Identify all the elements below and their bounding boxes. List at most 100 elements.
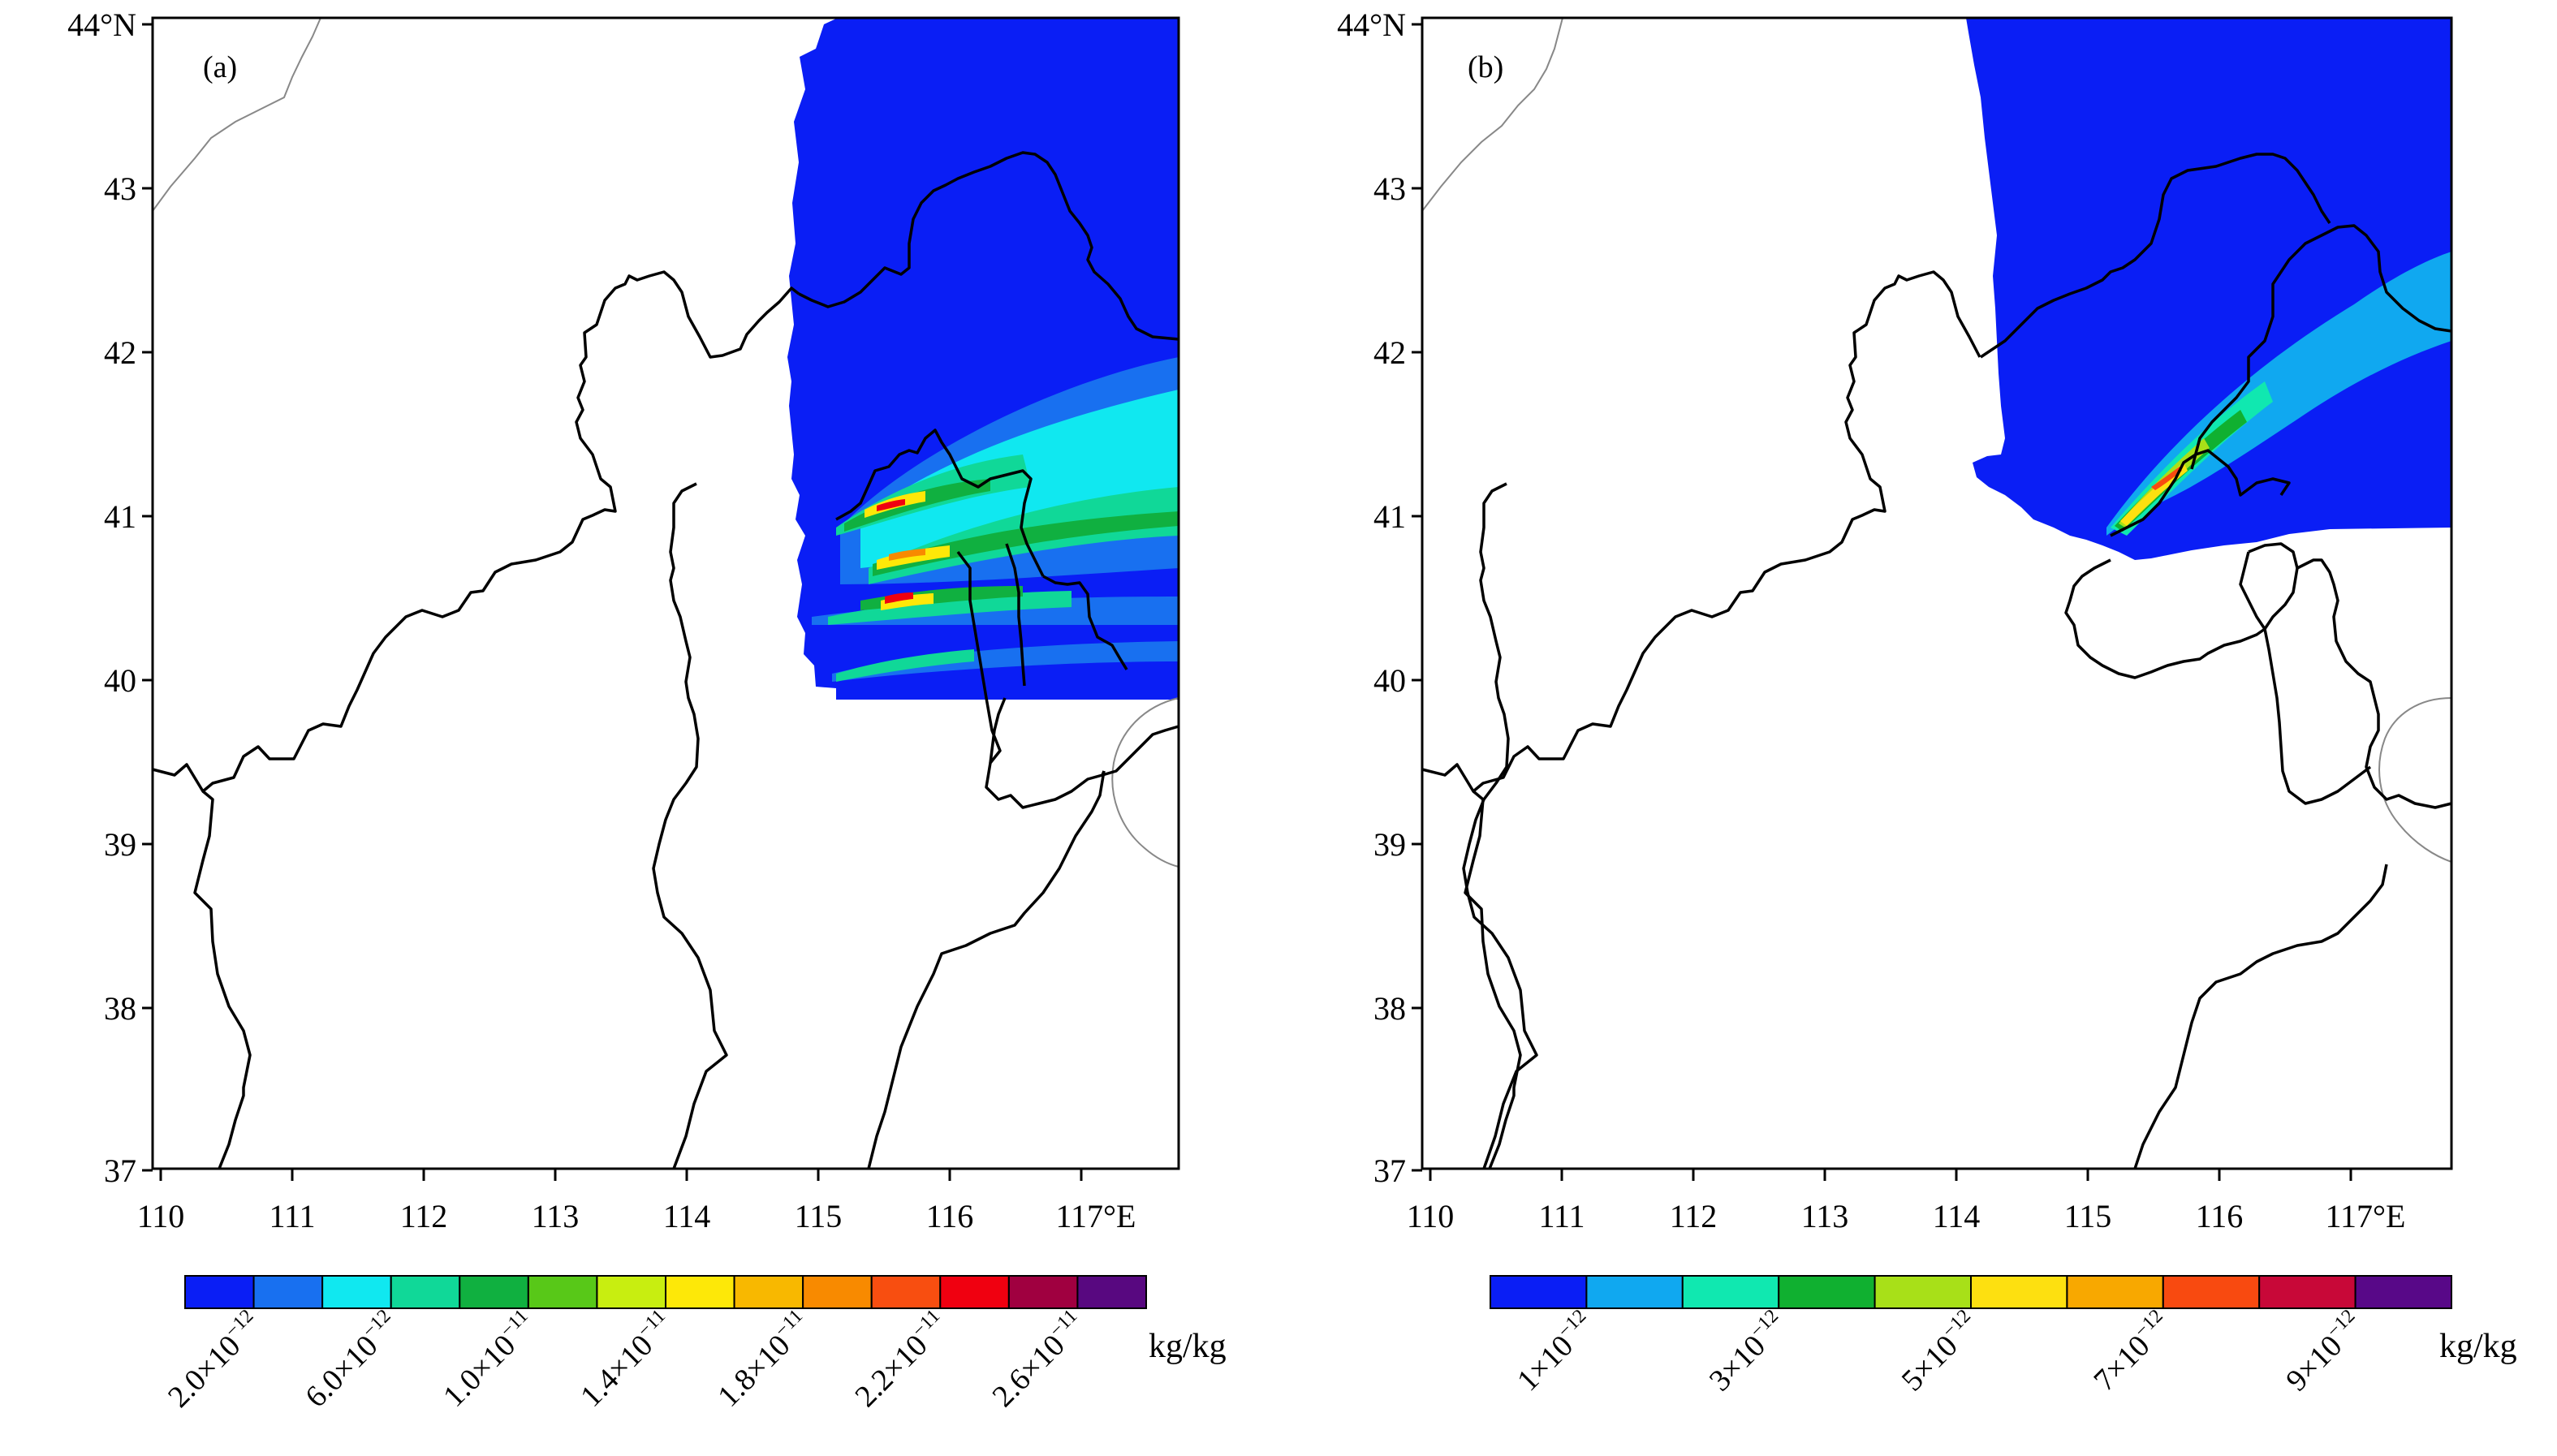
colorbar-swatch: [2258, 1275, 2356, 1309]
plume-band-lightblue-3: [832, 641, 1179, 682]
colorbar-label: 2.0×10−12: [160, 1306, 269, 1415]
lon-tick-label: 115: [795, 1198, 843, 1234]
lat-axis-b: 44°N 43 42 41 40 39 38 37: [1337, 6, 1422, 1189]
colorbar-swatch: [665, 1275, 735, 1309]
plume-blue-region-b: [1966, 18, 2451, 560]
border-b-tianjin: [2239, 551, 2266, 630]
colorbar-swatch: [2354, 1275, 2453, 1309]
border-a-beijing-1: [835, 429, 1045, 577]
colorbar-swatch: [1778, 1275, 1876, 1309]
lon-tick-label: 113: [532, 1198, 580, 1234]
panel-b: 44°N 43 42 41 40 39 38 37 110 111 112 11…: [1337, 6, 2517, 1398]
lat-axis-a: 44°N 43 42 41 40 39 38 37: [67, 6, 153, 1189]
colorbar-swatch: [1970, 1275, 2068, 1309]
border-b-west-outline: [1421, 270, 1981, 793]
lat-tick-label: 39: [104, 826, 136, 863]
border-b-west-lower: [1464, 790, 1522, 1170]
colorbar-swatch: [733, 1275, 804, 1309]
province-borders-b: [1421, 153, 2452, 1170]
panel-a: 44°N 43 42 41 40 39 38 37 110 111 112 11…: [67, 6, 1227, 1415]
colorbar-swatch: [1874, 1275, 1973, 1309]
colorbar-label: 1.0×10−11: [435, 1306, 543, 1414]
colorbar-label: 1×10−12: [1509, 1306, 1602, 1398]
colorbar-label: 1.4×10−11: [572, 1306, 680, 1414]
plume-band-green-1: [844, 479, 990, 532]
border-a-west-outline: [152, 270, 800, 793]
lat-tick-label: 44°N: [1337, 6, 1406, 43]
lat-tick-label: 38: [1373, 990, 1406, 1027]
border-b-east: [2296, 558, 2452, 809]
colorbar-swatch: [1007, 1275, 1079, 1309]
lon-tick-label: 111: [1538, 1198, 1585, 1234]
plume-core-red-1: [877, 499, 905, 511]
lat-tick-label: 41: [1373, 498, 1406, 535]
colorbar-label: 7×10−12: [2085, 1306, 2178, 1398]
colorbar-a: 2.0×10−12 6.0×10−12 1.0×10−11 1.4×10−11 1.8×…: [160, 1275, 1148, 1415]
colorbar-swatch: [2066, 1275, 2164, 1309]
lat-tick-label: 37: [1373, 1152, 1406, 1189]
lon-tick-label: 117°E: [1056, 1198, 1136, 1234]
lat-tick-label: 43: [104, 170, 136, 207]
border-b-inner-mongolia-2: [1980, 153, 2331, 359]
unit-label-b: kg/kg: [2439, 1328, 2517, 1365]
lat-tick-label: 42: [1373, 334, 1406, 371]
unit-label-a: kg/kg: [1149, 1328, 1227, 1365]
plume-field-a: [787, 18, 1179, 700]
lon-tick-label: 112: [400, 1198, 448, 1234]
colorbar-swatch: [1585, 1275, 1684, 1309]
colorbar-swatch: [939, 1275, 1010, 1309]
lat-tick-label: 40: [104, 662, 136, 699]
lon-tick-label: 110: [1407, 1198, 1455, 1234]
border-b-beijing-north: [2110, 449, 2291, 537]
border-b-inner-mongolia: [2190, 224, 2452, 470]
border-a-beijing-2: [1042, 575, 1128, 670]
border-a-inner-mongolia-hebei: [798, 151, 1179, 341]
lat-tick-label: 43: [1373, 170, 1406, 207]
colorbar-swatch: [459, 1275, 529, 1309]
province-borders-a: [152, 151, 1179, 1170]
lon-tick-label: 110: [137, 1198, 185, 1234]
lon-tick-label: 116: [2196, 1198, 2244, 1234]
colorbar-swatch: [2162, 1275, 2261, 1309]
colorbar-swatch: [527, 1275, 598, 1309]
colorbar-swatch: [252, 1275, 324, 1309]
map-frame-b: [1421, 16, 2453, 1170]
lon-axis-b: 110 111 112 113 114 115 116 117°E: [1407, 1169, 2406, 1234]
colorbar-swatch: [1490, 1275, 1588, 1309]
colorbar-label: 9×10−12: [2278, 1306, 2370, 1398]
lat-tick-label: 40: [1373, 662, 1406, 699]
border-a-beijing-3: [956, 550, 1106, 809]
lon-tick-label: 112: [1670, 1198, 1718, 1234]
border-a-west-lower: [193, 790, 252, 1170]
border-b-east-2: [2263, 628, 2372, 805]
plume-core-yellow-2: [877, 545, 950, 570]
lon-axis-a: 110 111 112 113 114 115 116 117°E: [137, 1169, 1136, 1234]
colorbar-swatch: [870, 1275, 942, 1309]
colorbar-label: 2.6×10−11: [984, 1306, 1092, 1414]
lon-tick-label: 117°E: [2326, 1198, 2406, 1234]
colorbar-swatch: [321, 1275, 392, 1309]
plume-core-red-2: [885, 592, 913, 604]
border-a-beijing-4: [1005, 543, 1026, 687]
border-b-hebei-shanxi: [2133, 864, 2388, 1170]
panel-label-a: (a): [203, 50, 237, 84]
plume-core-orange-1: [889, 549, 925, 561]
plume-band-teal-4: [836, 649, 974, 682]
colorbar-label: 5×10−12: [1894, 1306, 1986, 1398]
colorbar-b: 1×10−12 3×10−12 5×10−12 7×10−12 9×10−12: [1490, 1275, 2453, 1398]
lat-tick-label: 37: [104, 1152, 136, 1189]
lon-tick-label: 113: [1801, 1198, 1849, 1234]
border-a-tianjin: [1102, 725, 1179, 777]
colorbar-swatch: [184, 1275, 255, 1309]
colorbar-label: 6.0×10−12: [297, 1306, 406, 1415]
colorbar-label: 1.8×10−11: [709, 1306, 817, 1414]
coastline-b-1: [1421, 17, 1563, 212]
colorbar-swatch: [596, 1275, 667, 1309]
plume-b-red: [2151, 467, 2182, 490]
coastline-a-2: [1111, 697, 1179, 868]
panel-label-b: (b): [1468, 50, 1503, 84]
lon-tick-label: 111: [269, 1198, 315, 1234]
plume-band-teal-3: [828, 591, 1072, 625]
lat-tick-label: 42: [104, 334, 136, 371]
